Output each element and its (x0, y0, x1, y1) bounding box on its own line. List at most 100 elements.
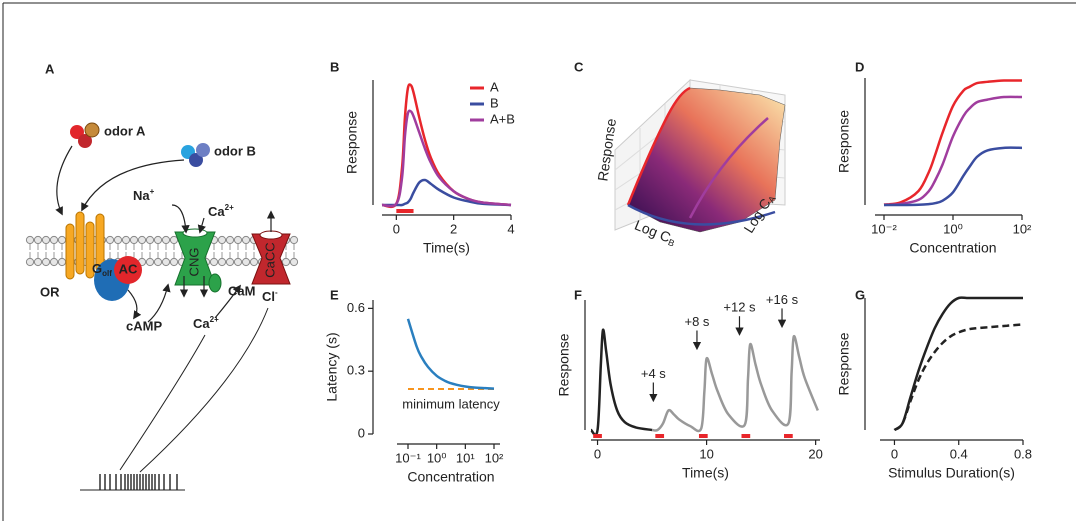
lipid-head (25, 257, 35, 267)
lipid-head (145, 235, 155, 245)
cacc-channel (251, 233, 291, 285)
panel-label: F (574, 287, 582, 302)
annotation: +8 s (684, 314, 709, 329)
lipid-head (209, 257, 219, 267)
legend-label: A (490, 79, 499, 94)
lipid-head (57, 257, 67, 267)
curve (626, 86, 691, 206)
arrow (214, 284, 241, 319)
adenylyl-cyclase (114, 256, 142, 284)
x-axis-label: Time(s) (423, 240, 470, 256)
receptor (85, 221, 95, 279)
x-axis-label: Stimulus Duration(s) (888, 465, 1015, 481)
reference-label: minimum latency (402, 396, 500, 411)
channel-pore (259, 230, 283, 240)
lipid-head (161, 257, 171, 267)
x-axis-label: Time(s) (682, 465, 729, 481)
curve (627, 203, 776, 226)
y-tick-label: 0.3 (347, 363, 365, 378)
lipid-head (41, 257, 51, 267)
lipid-head (289, 235, 299, 245)
stimulus-bar (396, 209, 414, 213)
x-tick-label: 10⁰ (427, 450, 447, 465)
stimulus-bar (741, 434, 751, 438)
stimulus-bar (593, 434, 602, 438)
lipid-head (217, 235, 227, 245)
lipid-head (161, 235, 171, 245)
annotation: +12 s (723, 300, 756, 315)
x-axis-label: Concentration (407, 469, 494, 485)
lipid-head (289, 257, 299, 267)
x-tick-label: 0.4 (950, 446, 968, 461)
y-axis-label: Latency (s) (324, 332, 340, 401)
receptor (65, 223, 75, 280)
arrow (127, 289, 142, 320)
y-tick-label: 0 (358, 425, 365, 440)
lipid-head (153, 257, 163, 267)
odor-a-label: odor A (104, 123, 146, 138)
x-tick-label: 10⁰ (943, 221, 963, 236)
x-tick-label: 0 (393, 221, 400, 236)
camp-label: cAMP (126, 318, 162, 333)
receptor (75, 211, 85, 275)
cl-label: Cl- (262, 288, 278, 304)
connector (139, 307, 269, 473)
odor-b-molecule (196, 143, 210, 157)
x-tick-label: 10¹ (456, 450, 475, 465)
ca-label: Ca2+ (208, 203, 234, 219)
series-line (893, 323, 1024, 432)
lipid-head (225, 235, 235, 245)
x-tick-label: 10² (485, 450, 504, 465)
y-axis-label: Response (836, 110, 852, 173)
x-tick-label: 0.8 (1014, 446, 1032, 461)
lipid-head (233, 257, 243, 267)
panel-label: C (574, 59, 584, 74)
lipid-head (105, 235, 115, 245)
lipid-head (137, 235, 147, 245)
odor-b-label: odor B (214, 143, 256, 158)
arrow (55, 145, 73, 216)
lipid-head (145, 257, 155, 267)
arrow (171, 204, 190, 234)
ac-label: AC (119, 261, 138, 276)
lipid-head (241, 235, 251, 245)
cng-label: CNG (186, 248, 201, 277)
panel-label: D (855, 59, 864, 74)
lipid-head (49, 257, 59, 267)
lipid-head (233, 235, 243, 245)
x-tick-label: 10² (1013, 221, 1032, 236)
or-label: OR (40, 284, 60, 299)
y-axis-label: Response (344, 111, 360, 174)
lipid-head (41, 235, 51, 245)
golf-label: Golf (92, 261, 112, 278)
lipid-head (241, 257, 251, 267)
lipid-head (33, 235, 43, 245)
series-line (589, 328, 653, 437)
x-axis-label: Concentration (909, 240, 996, 256)
y-axis-label: Response (836, 332, 852, 395)
x-tick-label: 0 (594, 446, 601, 461)
panel-label: A (45, 61, 55, 76)
lipid-head (249, 257, 259, 267)
series-line (893, 296, 1023, 432)
x-tick-label: 10 (699, 446, 713, 461)
x-tick-label: 10⁻² (871, 221, 897, 236)
lipid-head (113, 235, 123, 245)
x-tick-label: 2 (450, 221, 457, 236)
stimulus-bar (655, 434, 665, 438)
annotation: +16 s (766, 292, 799, 307)
lipid-head (225, 257, 235, 267)
series-line (382, 178, 512, 207)
odor-b-molecule (189, 153, 203, 167)
y-tick-label: 0.6 (347, 300, 365, 315)
spike-train (80, 474, 185, 491)
series-line (883, 95, 1023, 207)
lipid-head (49, 235, 59, 245)
arrow (197, 217, 206, 234)
odor-a-molecule (70, 125, 84, 139)
lipid-head (217, 257, 227, 267)
lipid-head (121, 235, 131, 245)
panel-label: E (330, 287, 339, 302)
series-line (381, 109, 512, 208)
